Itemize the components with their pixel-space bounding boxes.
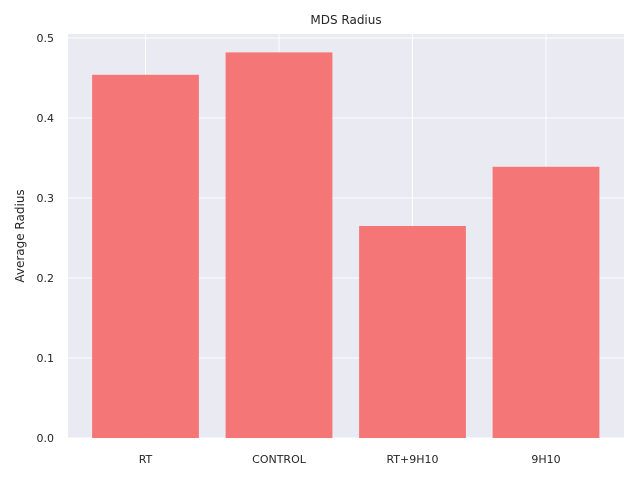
y-axis-label: Average Radius	[13, 189, 27, 282]
x-tick-label: RT	[139, 453, 153, 466]
y-tick-label: 0.2	[37, 272, 55, 285]
y-tick-label: 0.0	[37, 432, 55, 445]
x-tick-label: CONTROL	[252, 453, 307, 466]
y-tick-label: 0.3	[37, 192, 55, 205]
x-tick-label: RT+9H10	[386, 453, 438, 466]
y-tick-label: 0.1	[37, 352, 55, 365]
bar-rt-9h10	[359, 226, 466, 438]
y-tick-label: 0.5	[37, 32, 55, 45]
bar-9h10	[492, 166, 600, 439]
bars	[92, 52, 600, 439]
x-axis-ticks: RT CONTROL RT+9H10 9H10	[139, 453, 561, 466]
bar-rt	[92, 74, 199, 439]
y-axis-ticks: 0.0 0.1 0.2 0.3 0.4 0.5	[37, 32, 55, 445]
y-tick-label: 0.4	[37, 112, 55, 125]
x-tick-label: 9H10	[531, 453, 560, 466]
chart-title: MDS Radius	[310, 13, 381, 27]
bar-control	[225, 52, 333, 439]
